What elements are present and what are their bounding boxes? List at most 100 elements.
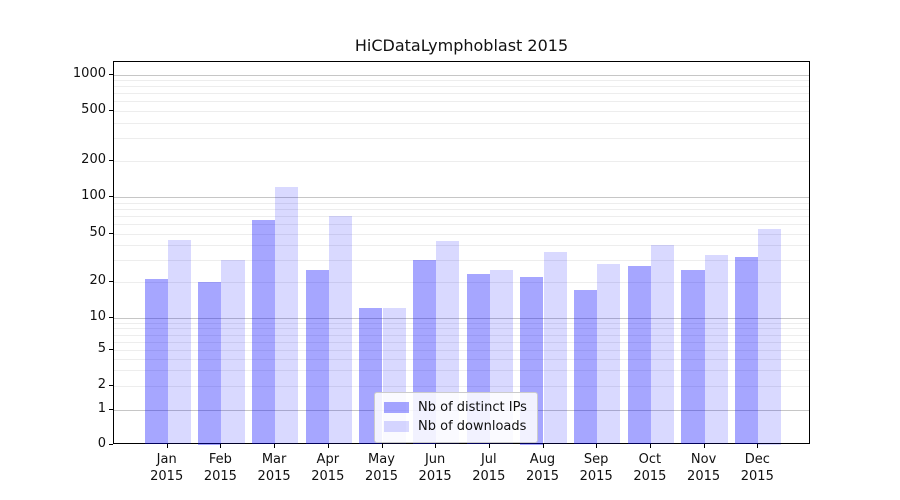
x-tick-mark <box>220 444 222 448</box>
x-tick-label-mar: Mar 2015 <box>257 452 291 484</box>
gridline-minor <box>114 122 809 124</box>
x-tick-mark <box>435 444 437 448</box>
bar-distinct-ips-oct <box>627 265 651 445</box>
legend-label-downloads: Nb of downloads <box>418 419 527 434</box>
bar-downloads-jan <box>167 240 191 445</box>
gridline-minor <box>114 260 809 262</box>
x-tick-mark <box>757 444 759 448</box>
legend-entry-distinct-ips: Nb of distinct IPs <box>384 398 527 417</box>
gridline-minor <box>114 233 809 235</box>
y-tick-mark <box>109 443 113 445</box>
gridline-minor <box>114 370 809 372</box>
bar-distinct-ips-nov <box>681 269 705 445</box>
gridline-major <box>114 318 809 319</box>
gridline-minor <box>114 350 809 351</box>
gridline-minor <box>114 334 809 336</box>
gridline-minor <box>114 93 809 94</box>
gridline-major <box>114 74 809 76</box>
gridline-minor <box>114 80 809 81</box>
bar-distinct-ips-dec <box>735 256 759 445</box>
y-tick-mark <box>109 317 113 318</box>
y-tick-mark <box>109 349 113 350</box>
gridline-minor <box>114 281 809 283</box>
gridline-minor <box>114 138 809 140</box>
legend: Nb of distinct IPs Nb of downloads <box>374 392 538 443</box>
bar-downloads-oct <box>650 245 675 445</box>
x-tick-label-oct: Oct 2015 <box>633 452 667 484</box>
bar-distinct-ips-apr <box>305 269 329 445</box>
x-tick-mark <box>327 444 329 448</box>
y-tick-label: 500 <box>81 101 106 117</box>
gridline-minor <box>114 215 809 217</box>
bar-downloads-dec <box>758 228 782 445</box>
bar-distinct-ips-sep <box>574 290 598 445</box>
y-tick-label: 10 <box>89 309 106 324</box>
gridline-minor <box>114 110 809 112</box>
y-tick-label: 0 <box>97 435 106 451</box>
gridline-minor <box>114 101 809 102</box>
chart-title: HiCDataLymphoblast 2015 <box>354 36 569 55</box>
y-tick-label: 20 <box>89 272 106 288</box>
gridline-minor <box>114 322 809 324</box>
x-tick-label-apr: Apr 2015 <box>311 452 345 484</box>
x-tick-mark <box>542 444 544 448</box>
legend-swatch-downloads-icon <box>384 421 409 432</box>
bar-distinct-ips-mar <box>251 219 276 445</box>
y-tick-mark <box>109 159 113 161</box>
bar-downloads-apr <box>328 215 352 445</box>
gridline-minor <box>114 160 809 162</box>
gridline-minor <box>114 208 809 210</box>
legend-swatch-distinct-ips-icon <box>384 402 409 413</box>
y-tick-label: 1 <box>97 401 106 416</box>
plot-area: Nb of distinct IPs Nb of downloads <box>113 61 810 445</box>
legend-label-distinct-ips: Nb of distinct IPs <box>418 400 527 415</box>
y-tick-label: 200 <box>81 151 106 167</box>
y-tick-mark <box>109 73 113 75</box>
x-tick-label-may: May 2015 <box>364 452 399 484</box>
y-tick-label: 50 <box>89 224 106 240</box>
gridline-minor <box>114 328 809 330</box>
bar-distinct-ips-feb <box>198 281 222 445</box>
gridline-minor <box>114 86 809 88</box>
x-tick-mark <box>488 444 490 448</box>
gridline-minor <box>114 245 809 247</box>
gridline-minor <box>114 223 809 225</box>
y-tick-label: 100 <box>81 188 106 203</box>
y-tick-mark <box>109 196 113 197</box>
x-tick-label-aug: Aug 2015 <box>525 452 560 484</box>
y-tick-label: 2 <box>97 377 106 392</box>
legend-entry-downloads: Nb of downloads <box>384 417 527 436</box>
y-tick-label: 5 <box>97 341 106 356</box>
gridline-major <box>114 197 809 198</box>
gridline-minor <box>114 386 809 387</box>
x-tick-mark <box>649 444 651 448</box>
bar-distinct-ips-jan <box>144 278 168 445</box>
x-tick-label-jan: Jan 2015 <box>150 452 184 484</box>
x-tick-mark <box>703 444 705 448</box>
x-tick-label-feb: Feb 2015 <box>203 452 237 484</box>
bar-downloads-mar <box>275 187 299 445</box>
x-tick-label-sep: Sep 2015 <box>579 452 613 484</box>
x-tick-label-jul: Jul 2015 <box>472 452 506 484</box>
y-tick-mark <box>109 280 113 282</box>
x-tick-mark <box>274 444 276 448</box>
gridline-minor <box>114 341 809 343</box>
gridline-minor <box>114 358 809 360</box>
y-tick-label: 1000 <box>72 65 106 81</box>
x-tick-label-dec: Dec 2015 <box>740 452 774 484</box>
bar-downloads-sep <box>597 263 621 445</box>
bar-downloads-feb <box>221 260 245 445</box>
x-tick-label-jun: Jun 2015 <box>418 452 452 484</box>
bar-downloads-aug <box>543 252 567 445</box>
y-tick-mark <box>109 409 113 410</box>
x-tick-mark <box>381 444 383 448</box>
x-tick-mark <box>166 444 168 448</box>
x-tick-label-nov: Nov 2015 <box>687 452 721 484</box>
y-tick-mark <box>109 385 113 386</box>
x-tick-mark <box>596 444 598 448</box>
y-tick-mark <box>109 232 113 234</box>
bar-downloads-nov <box>704 255 728 445</box>
y-tick-mark <box>109 109 113 111</box>
gridline-minor <box>114 202 809 204</box>
